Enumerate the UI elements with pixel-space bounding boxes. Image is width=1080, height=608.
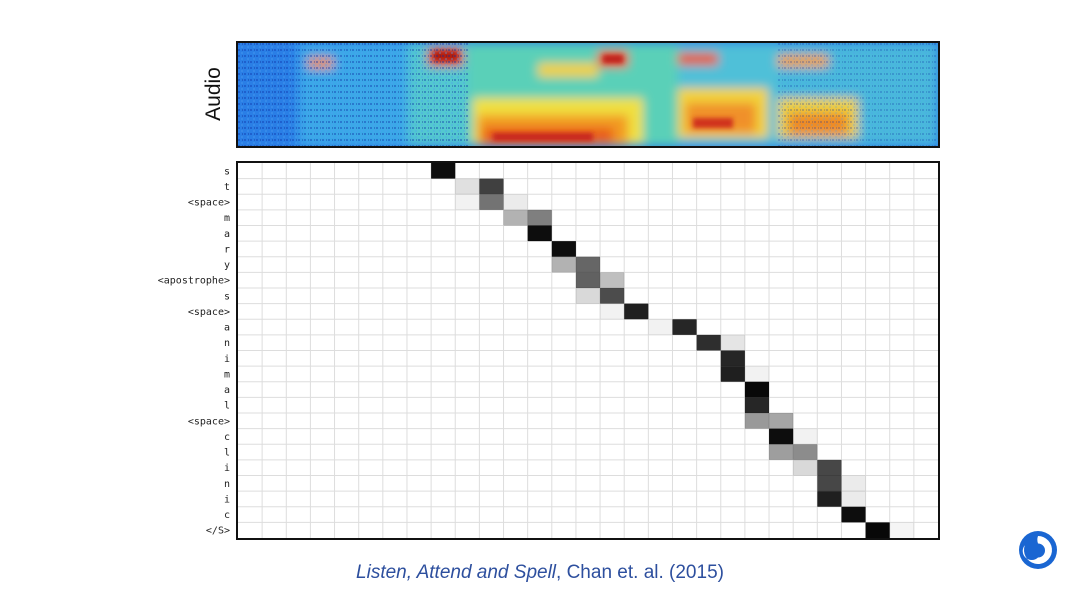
heatmap-cell xyxy=(817,491,842,507)
y-tick-label: y xyxy=(224,260,230,271)
heatmap-cell xyxy=(575,272,601,288)
heatmap-cell xyxy=(624,303,649,320)
heatmap-cell xyxy=(841,475,866,492)
y-tick-label: <space> xyxy=(188,416,230,427)
citation: Listen, Attend and Spell, Chan et. al. (… xyxy=(0,562,1080,584)
heatmap-cell xyxy=(769,444,794,460)
heatmap-cell xyxy=(431,163,456,179)
y-tick-label: s xyxy=(224,166,230,177)
y-tick-label: r xyxy=(224,244,230,255)
heatmap-cell xyxy=(769,413,794,429)
y-tick-label: a xyxy=(224,229,230,240)
heatmap-cell xyxy=(889,522,914,538)
heatmap-cell xyxy=(551,256,576,273)
y-tick-label: t xyxy=(224,182,230,193)
heatmap-cell xyxy=(720,334,745,351)
heatmap-cell xyxy=(648,319,673,335)
citation-title: Listen, Attend and Spell xyxy=(356,562,557,583)
heatmap-cell xyxy=(600,272,625,288)
y-tick-label: i xyxy=(224,354,230,365)
heatmap-cell xyxy=(793,444,818,460)
heatmap-cell xyxy=(841,491,866,507)
heatmap-cell xyxy=(672,319,697,335)
y-tick-label: <apostrophe> xyxy=(158,276,230,287)
heatmap-cell xyxy=(527,209,552,226)
deepmind-logo-icon xyxy=(1019,531,1057,569)
heatmap-grid xyxy=(238,163,938,538)
y-tick-label: l xyxy=(224,401,230,412)
heatmap-cell xyxy=(793,459,818,476)
heatmap-cell xyxy=(503,194,528,210)
heatmap-y-labels: st<space>mary<apostrophe>s<space>animal<… xyxy=(158,166,230,536)
heatmap-cell xyxy=(793,428,818,445)
y-tick-label: n xyxy=(224,338,230,349)
heatmap-cell xyxy=(600,288,625,304)
y-tick-label: <space> xyxy=(188,307,230,318)
heatmap-cell xyxy=(527,225,552,242)
citation-authors: , Chan et. al. (2015) xyxy=(556,562,724,583)
heatmap-cell xyxy=(575,288,601,304)
y-tick-label: i xyxy=(224,494,230,505)
heatmap-cell xyxy=(720,350,745,367)
heatmap-cell xyxy=(503,209,528,226)
heatmap-cell xyxy=(744,413,770,429)
heatmap-cell xyxy=(575,256,601,273)
heatmap-cell xyxy=(744,366,770,382)
heatmap-cell xyxy=(817,475,842,492)
y-tick-label: n xyxy=(224,479,230,490)
spectrogram-image xyxy=(236,41,940,148)
y-tick-label: c xyxy=(224,432,230,443)
heatmap-cell xyxy=(551,241,576,257)
heatmap-cell xyxy=(817,459,842,476)
heatmap-cells xyxy=(431,163,914,538)
heatmap-cell xyxy=(744,381,770,398)
heatmap-cell xyxy=(479,194,504,210)
heatmap-cell xyxy=(769,428,794,445)
heatmap-cell xyxy=(455,178,480,195)
y-tick-label: m xyxy=(224,213,230,224)
heatmap-border xyxy=(236,161,940,540)
heatmap-cell xyxy=(455,194,480,210)
y-tick-label: </S> xyxy=(206,526,230,537)
heatmap-cell xyxy=(600,303,625,320)
heatmap-cell xyxy=(865,522,890,538)
y-tick-label: l xyxy=(224,448,230,459)
y-tick-label: <space> xyxy=(188,198,230,209)
y-tick-label: i xyxy=(224,463,230,474)
y-tick-label: m xyxy=(224,369,230,380)
heatmap-cell xyxy=(744,397,770,413)
heatmap-cell xyxy=(479,178,504,195)
heatmap-cell xyxy=(841,506,866,523)
heatmap-cell xyxy=(696,334,721,351)
y-tick-label: c xyxy=(224,510,230,521)
y-tick-label: s xyxy=(224,291,230,302)
y-tick-label: a xyxy=(224,385,230,396)
heatmap-cell xyxy=(720,366,745,382)
y-tick-label: a xyxy=(224,323,230,334)
